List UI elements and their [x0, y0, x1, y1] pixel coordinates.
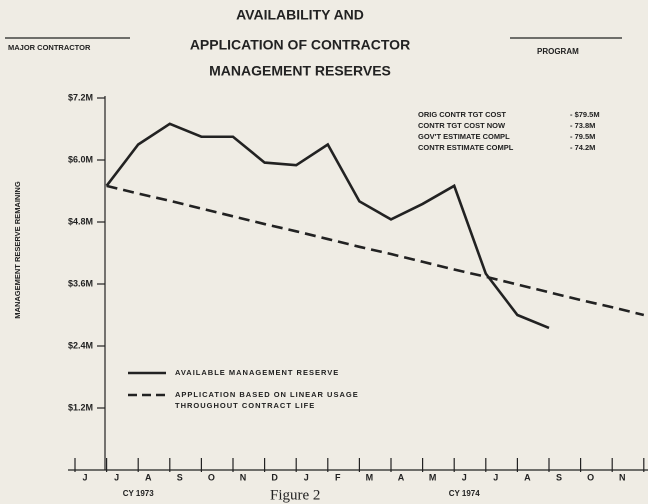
legend-label: APPLICATION BASED ON LINEAR USAGE THROUG…: [175, 390, 359, 410]
x-tick-label: N: [619, 472, 626, 482]
y-tick-label: $7.2M: [68, 92, 93, 102]
x-tick-label: J: [114, 472, 119, 482]
x-tick-label: S: [556, 472, 562, 482]
caption: Figure 2: [270, 487, 320, 503]
note-value: - 74.2M: [570, 143, 595, 152]
note-value: - $79.5M: [570, 110, 600, 119]
note-label: GOV'T ESTIMATE COMPL: [418, 132, 510, 141]
right-header: PROGRAM: [537, 47, 579, 56]
y-tick-label: $1.2M: [68, 402, 93, 412]
x-tick-label: D: [271, 472, 278, 482]
x-tick-label: J: [493, 472, 498, 482]
series-line: [106, 184, 645, 317]
note-label: ORIG CONTR TGT COST: [418, 110, 506, 119]
note-value: - 73.8M: [570, 121, 595, 130]
note-value: - 79.5M: [570, 132, 595, 141]
y-tick-label: $3.6M: [68, 278, 93, 288]
x-tick-label: N: [240, 472, 247, 482]
y-tick-label: $2.4M: [68, 340, 93, 350]
x-tick-label: A: [524, 472, 531, 482]
year-label: CY 1973: [123, 489, 155, 498]
x-tick-label: J: [304, 472, 309, 482]
y-tick-label: $6.0M: [68, 154, 93, 164]
x-tick-label: O: [587, 472, 594, 482]
x-tick-label: J: [82, 472, 87, 482]
x-tick-label: M: [429, 472, 437, 482]
x-tick-label: A: [145, 472, 152, 482]
x-tick-label: F: [335, 472, 341, 482]
year-label: CY 1974: [449, 489, 481, 498]
title-line: MANAGEMENT RESERVES: [209, 63, 391, 79]
note-label: CONTR ESTIMATE COMPL: [418, 143, 514, 152]
y-tick-label: $4.8M: [68, 216, 93, 226]
x-tick-label: J: [462, 472, 467, 482]
x-tick-label: A: [398, 472, 405, 482]
x-tick-label: O: [208, 472, 215, 482]
x-tick-label: M: [366, 472, 374, 482]
series-line: [105, 122, 550, 330]
note-label: CONTR TGT COST NOW: [418, 121, 506, 130]
x-tick-label: S: [177, 472, 183, 482]
y-axis-label: MANAGEMENT RESERVE REMAINING: [13, 181, 22, 319]
title-line: APPLICATION OF CONTRACTOR: [190, 37, 410, 53]
left-header: MAJOR CONTRACTOR: [8, 43, 91, 52]
legend-label: AVAILABLE MANAGEMENT RESERVE: [175, 368, 340, 377]
title-line: AVAILABILITY AND: [236, 7, 364, 23]
